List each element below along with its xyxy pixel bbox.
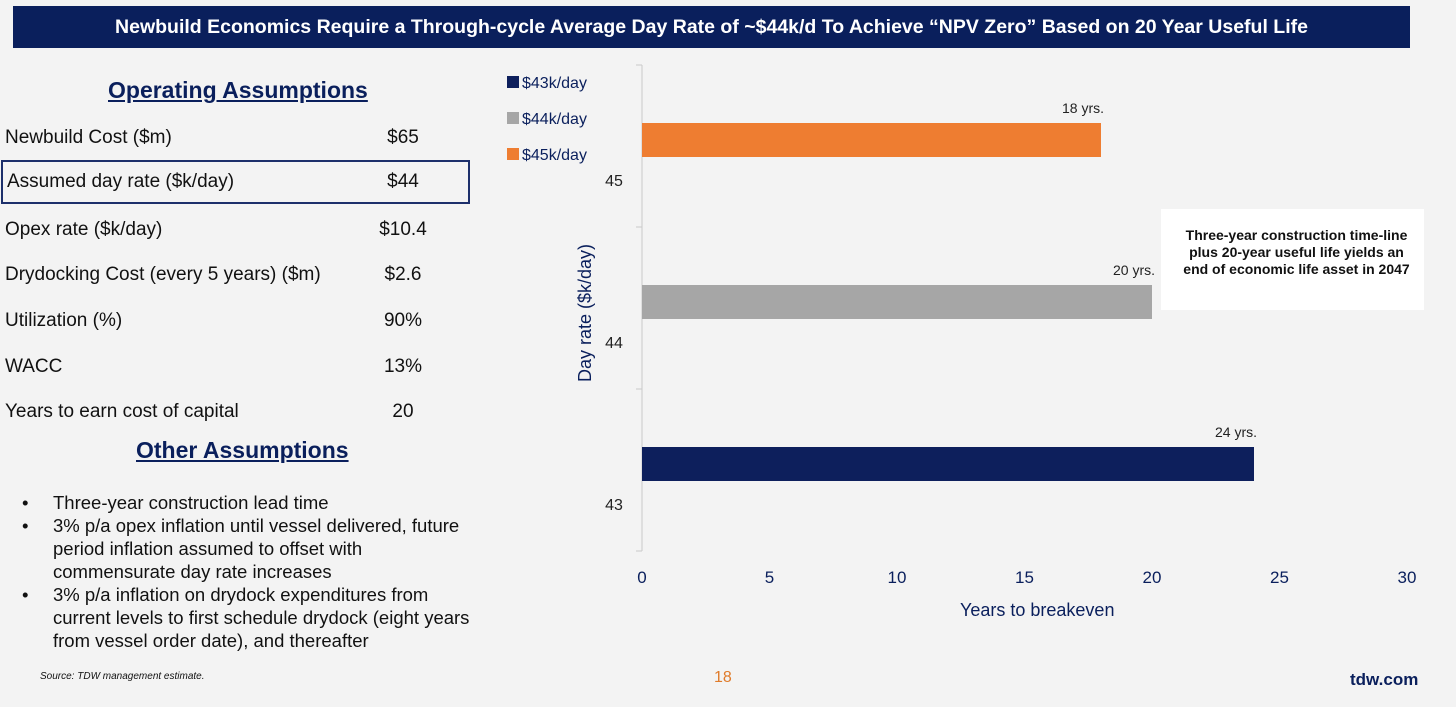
assumption-value: $2.6 (384, 264, 422, 285)
assumption-label: Years to earn cost of capital (5, 401, 239, 422)
y-tick-label: 43 (605, 497, 623, 514)
x-tick-label: 30 (1398, 568, 1417, 587)
assumption-value: $65 (387, 127, 419, 148)
operating-assumptions-heading: Operating Assumptions (108, 77, 368, 103)
bar-data-label: 20 yrs. (1113, 262, 1155, 278)
other-assumptions-heading: Other Assumptions (136, 437, 349, 463)
assumption-row: Drydocking Cost (every 5 years) ($m) $2.… (0, 253, 470, 297)
x-tick-label: 0 (637, 568, 646, 587)
source-note: Source: TDW management estimate. (40, 671, 205, 682)
site-url: tdw.com (1350, 670, 1419, 689)
legend-label: $43k/day (522, 75, 587, 92)
legend-label: $44k/day (522, 111, 587, 128)
slide-title-bar: Newbuild Economics Require a Through-cyc… (13, 6, 1410, 48)
legend-swatch (507, 148, 519, 160)
assumption-row-highlighted: Assumed day rate ($k/day) $44 (1, 160, 470, 204)
assumption-label: Assumed day rate ($k/day) (7, 171, 235, 192)
construction-timeline-callout: Three-year construction time-line plus 2… (1161, 209, 1424, 310)
assumption-label: Newbuild Cost ($m) (5, 127, 172, 148)
assumption-value: 13% (383, 356, 423, 377)
other-assumptions-list: • Three-year construction lead time • 3% p… (22, 491, 472, 652)
list-item: • Three-year construction lead time (22, 491, 472, 514)
list-item: • 3% p/a inflation on drydock expenditure… (22, 583, 472, 652)
x-tick-label: 5 (765, 568, 774, 587)
x-axis-title: Years to breakeven (960, 600, 1114, 620)
x-tick-label: 15 (1015, 568, 1034, 587)
bullet-icon: • (22, 584, 29, 605)
bar-45 (642, 123, 1101, 157)
list-item-text: 3% p/a inflation on drydock expenditures… (53, 584, 470, 651)
assumption-label: Utilization (%) (5, 310, 123, 331)
bar-43 (642, 447, 1254, 481)
assumption-row: Years to earn cost of capital 20 (0, 390, 470, 434)
legend-label: $45k/day (522, 147, 587, 164)
y-tick-label: 44 (605, 335, 623, 352)
assumption-value: $44 (387, 171, 419, 192)
breakeven-bar-chart: 24 yrs. 43 20 yrs. 44 18 yrs. 45 0 5 10 15 20 25 30 Y… (507, 64, 1417, 620)
legend-swatch (507, 76, 519, 88)
y-axis-title: Day rate ($k/day) (575, 244, 595, 382)
bar-data-label: 24 yrs. (1215, 424, 1257, 440)
list-item-text: 3% p/a opex inflation until vessel deliv… (53, 515, 460, 582)
assumption-label: WACC (5, 356, 63, 377)
bar-data-label: 18 yrs. (1062, 100, 1104, 116)
legend-swatch (507, 112, 519, 124)
bullet-icon: • (22, 515, 29, 536)
x-tick-label: 25 (1270, 568, 1289, 587)
assumption-value: 20 (392, 401, 414, 422)
list-item-text: Three-year construction lead time (53, 492, 329, 513)
y-tick-label: 45 (605, 173, 623, 190)
assumption-row: Opex rate ($k/day) $10.4 (0, 208, 470, 252)
assumption-value: 90% (383, 310, 423, 331)
x-tick-label: 10 (888, 568, 907, 587)
assumption-row: WACC 13% (0, 345, 470, 389)
assumption-label: Drydocking Cost (every 5 years) ($m) (5, 264, 321, 285)
assumption-row: Newbuild Cost ($m) $65 (0, 116, 470, 160)
assumption-value: $10.4 (379, 219, 427, 240)
list-item: • 3% p/a opex inflation until vessel deli… (22, 514, 472, 583)
assumption-row: Utilization (%) 90% (0, 299, 470, 343)
x-tick-label: 20 (1143, 568, 1162, 587)
page-number: 18 (714, 669, 732, 686)
slide-title: Newbuild Economics Require a Through-cyc… (115, 15, 1308, 38)
bullet-icon: • (22, 492, 29, 513)
bar-44 (642, 285, 1152, 319)
assumption-label: Opex rate ($k/day) (5, 219, 163, 240)
